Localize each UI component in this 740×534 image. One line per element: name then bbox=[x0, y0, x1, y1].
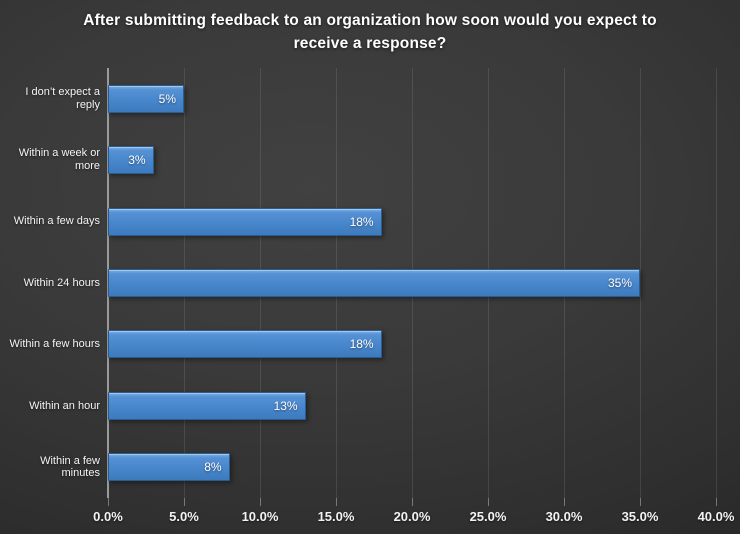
bar-row: 3% bbox=[108, 129, 716, 190]
x-tick-label: 35.0% bbox=[621, 509, 659, 524]
x-tick-label: 10.0% bbox=[241, 509, 279, 524]
x-tick-mark bbox=[184, 498, 185, 506]
bar: 18% bbox=[108, 330, 382, 359]
bar-row: 5% bbox=[108, 68, 716, 129]
bar: 13% bbox=[108, 391, 306, 420]
bar: 35% bbox=[108, 268, 640, 297]
chart-title: After submitting feedback to an organiza… bbox=[83, 12, 657, 53]
bar-row: 8% bbox=[108, 437, 716, 498]
x-tick-label: 40.0% bbox=[697, 509, 735, 524]
x-tick-mark bbox=[640, 498, 641, 506]
category-label: Within a few hours bbox=[9, 338, 100, 351]
bar: 5% bbox=[108, 84, 184, 113]
category-label: Within an hour bbox=[29, 399, 100, 412]
bar-value-label: 18% bbox=[349, 214, 374, 229]
x-tick-mark bbox=[108, 498, 109, 506]
category-label: Within a week or more bbox=[18, 147, 100, 173]
x-tick-mark bbox=[564, 498, 565, 506]
gridline bbox=[640, 68, 641, 498]
x-tick-label: 15.0% bbox=[317, 509, 355, 524]
x-tick-mark bbox=[412, 498, 413, 506]
x-tick-mark bbox=[336, 498, 337, 506]
category-label: Within a few minutes bbox=[40, 454, 100, 480]
x-tick-label: 5.0% bbox=[169, 509, 199, 524]
bar: 8% bbox=[108, 453, 230, 482]
bar-row: 13% bbox=[108, 375, 716, 436]
bar-value-label: 18% bbox=[349, 337, 374, 352]
bar-value-label: 5% bbox=[158, 91, 176, 106]
category-label: Within 24 hours bbox=[23, 276, 100, 289]
plot-area: 5% 3% 18% 35% 18% 13% 8% bbox=[107, 68, 717, 498]
bar: 3% bbox=[108, 146, 154, 175]
gridline bbox=[716, 68, 717, 498]
x-tick-label: 20.0% bbox=[393, 509, 431, 524]
bar-row: 35% bbox=[108, 252, 716, 313]
bar-row: 18% bbox=[108, 191, 716, 252]
x-tick-label: 25.0% bbox=[469, 509, 507, 524]
x-tick-label: 30.0% bbox=[545, 509, 583, 524]
category-axis-labels: I don’t expect a reply Within a week or m… bbox=[0, 68, 100, 498]
x-axis: 0.0% 5.0% 10.0% 15.0% 20.0% 25.0% 30.0% 35.0% 40… bbox=[93, 498, 734, 534]
x-tick-label: 0.0% bbox=[93, 509, 123, 524]
bar-value-label: 35% bbox=[607, 275, 632, 290]
bar-row: 18% bbox=[108, 314, 716, 375]
category-label: I don’t expect a reply bbox=[25, 86, 100, 111]
bar-value-label: 13% bbox=[273, 398, 298, 413]
bar-value-label: 8% bbox=[204, 460, 222, 475]
x-tick-mark bbox=[488, 498, 489, 506]
x-tick-mark bbox=[260, 498, 261, 506]
x-tick-mark bbox=[716, 498, 717, 506]
category-label: Within a few days bbox=[13, 215, 100, 228]
bar-value-label: 3% bbox=[128, 153, 146, 168]
bar: 18% bbox=[108, 207, 382, 236]
